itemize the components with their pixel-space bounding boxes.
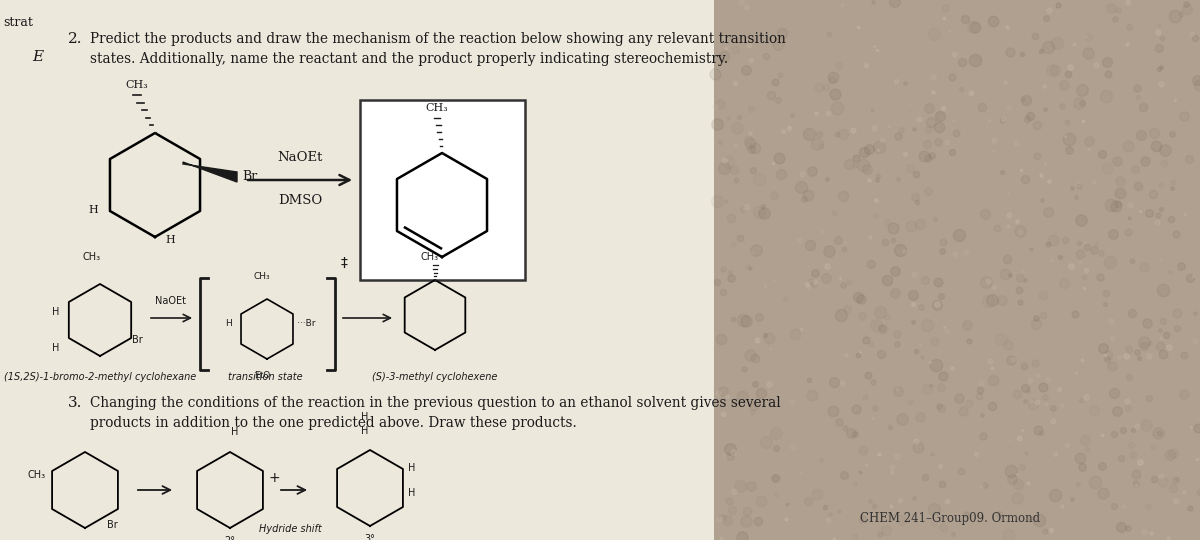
- Text: H: H: [53, 307, 60, 317]
- Text: H: H: [166, 235, 175, 245]
- Text: H: H: [361, 412, 368, 422]
- Text: transition state: transition state: [228, 372, 302, 382]
- Text: EtO: EtO: [254, 371, 270, 380]
- Text: products in addition to the one predicted above. Draw these products.: products in addition to the one predicte…: [90, 416, 577, 430]
- Text: NaOEt: NaOEt: [156, 296, 186, 306]
- Text: Hydride shift: Hydride shift: [259, 524, 322, 534]
- Text: DMSO: DMSO: [278, 194, 322, 207]
- Text: states. Additionally, name the reactant and the product properly indicating ster: states. Additionally, name the reactant …: [90, 52, 728, 66]
- Text: H: H: [88, 205, 98, 215]
- Bar: [0, 0, 714, 540]
- Text: ···Br: ···Br: [298, 320, 316, 328]
- Text: 2°: 2°: [224, 536, 235, 540]
- Text: CHEM 241–Group09. Ormond: CHEM 241–Group09. Ormond: [860, 512, 1040, 525]
- Text: (S)-3-methyl cyclohexene: (S)-3-methyl cyclohexene: [372, 372, 498, 382]
- Bar: [360, 100, 526, 280]
- Text: CH₃: CH₃: [426, 103, 449, 113]
- Text: Br: Br: [132, 335, 143, 345]
- Text: 2.: 2.: [68, 32, 83, 46]
- Text: H: H: [408, 463, 415, 473]
- Text: H: H: [53, 343, 60, 353]
- Text: CH₃: CH₃: [83, 252, 101, 262]
- Text: Predict the products and draw the mechanism of the reaction below showing any re: Predict the products and draw the mechan…: [90, 32, 786, 46]
- Text: ‡: ‡: [341, 256, 348, 270]
- Text: H: H: [361, 426, 368, 436]
- Text: 3°: 3°: [365, 534, 376, 540]
- Text: H: H: [408, 488, 415, 498]
- Bar: [714, 0, 1200, 540]
- Text: CH₃: CH₃: [253, 272, 270, 281]
- Text: +: +: [268, 471, 280, 485]
- Text: strat: strat: [2, 16, 32, 29]
- Text: E: E: [32, 50, 43, 64]
- Text: Changing the conditions of the reaction in the previous question to an ethanol s: Changing the conditions of the reaction …: [90, 396, 781, 410]
- Text: CH₃: CH₃: [421, 252, 439, 262]
- Text: Br: Br: [107, 520, 118, 530]
- Text: NaOEt: NaOEt: [277, 151, 323, 164]
- Text: CH₃: CH₃: [28, 470, 46, 480]
- Polygon shape: [182, 162, 238, 182]
- Text: (1S,2S)-1-bromo-2-methyl cyclohexane: (1S,2S)-1-bromo-2-methyl cyclohexane: [4, 372, 196, 382]
- Text: H: H: [232, 427, 239, 437]
- Text: 3.: 3.: [68, 396, 83, 410]
- Text: H: H: [226, 320, 233, 328]
- Text: CH₃: CH₃: [126, 80, 149, 90]
- Text: Br: Br: [242, 171, 257, 184]
